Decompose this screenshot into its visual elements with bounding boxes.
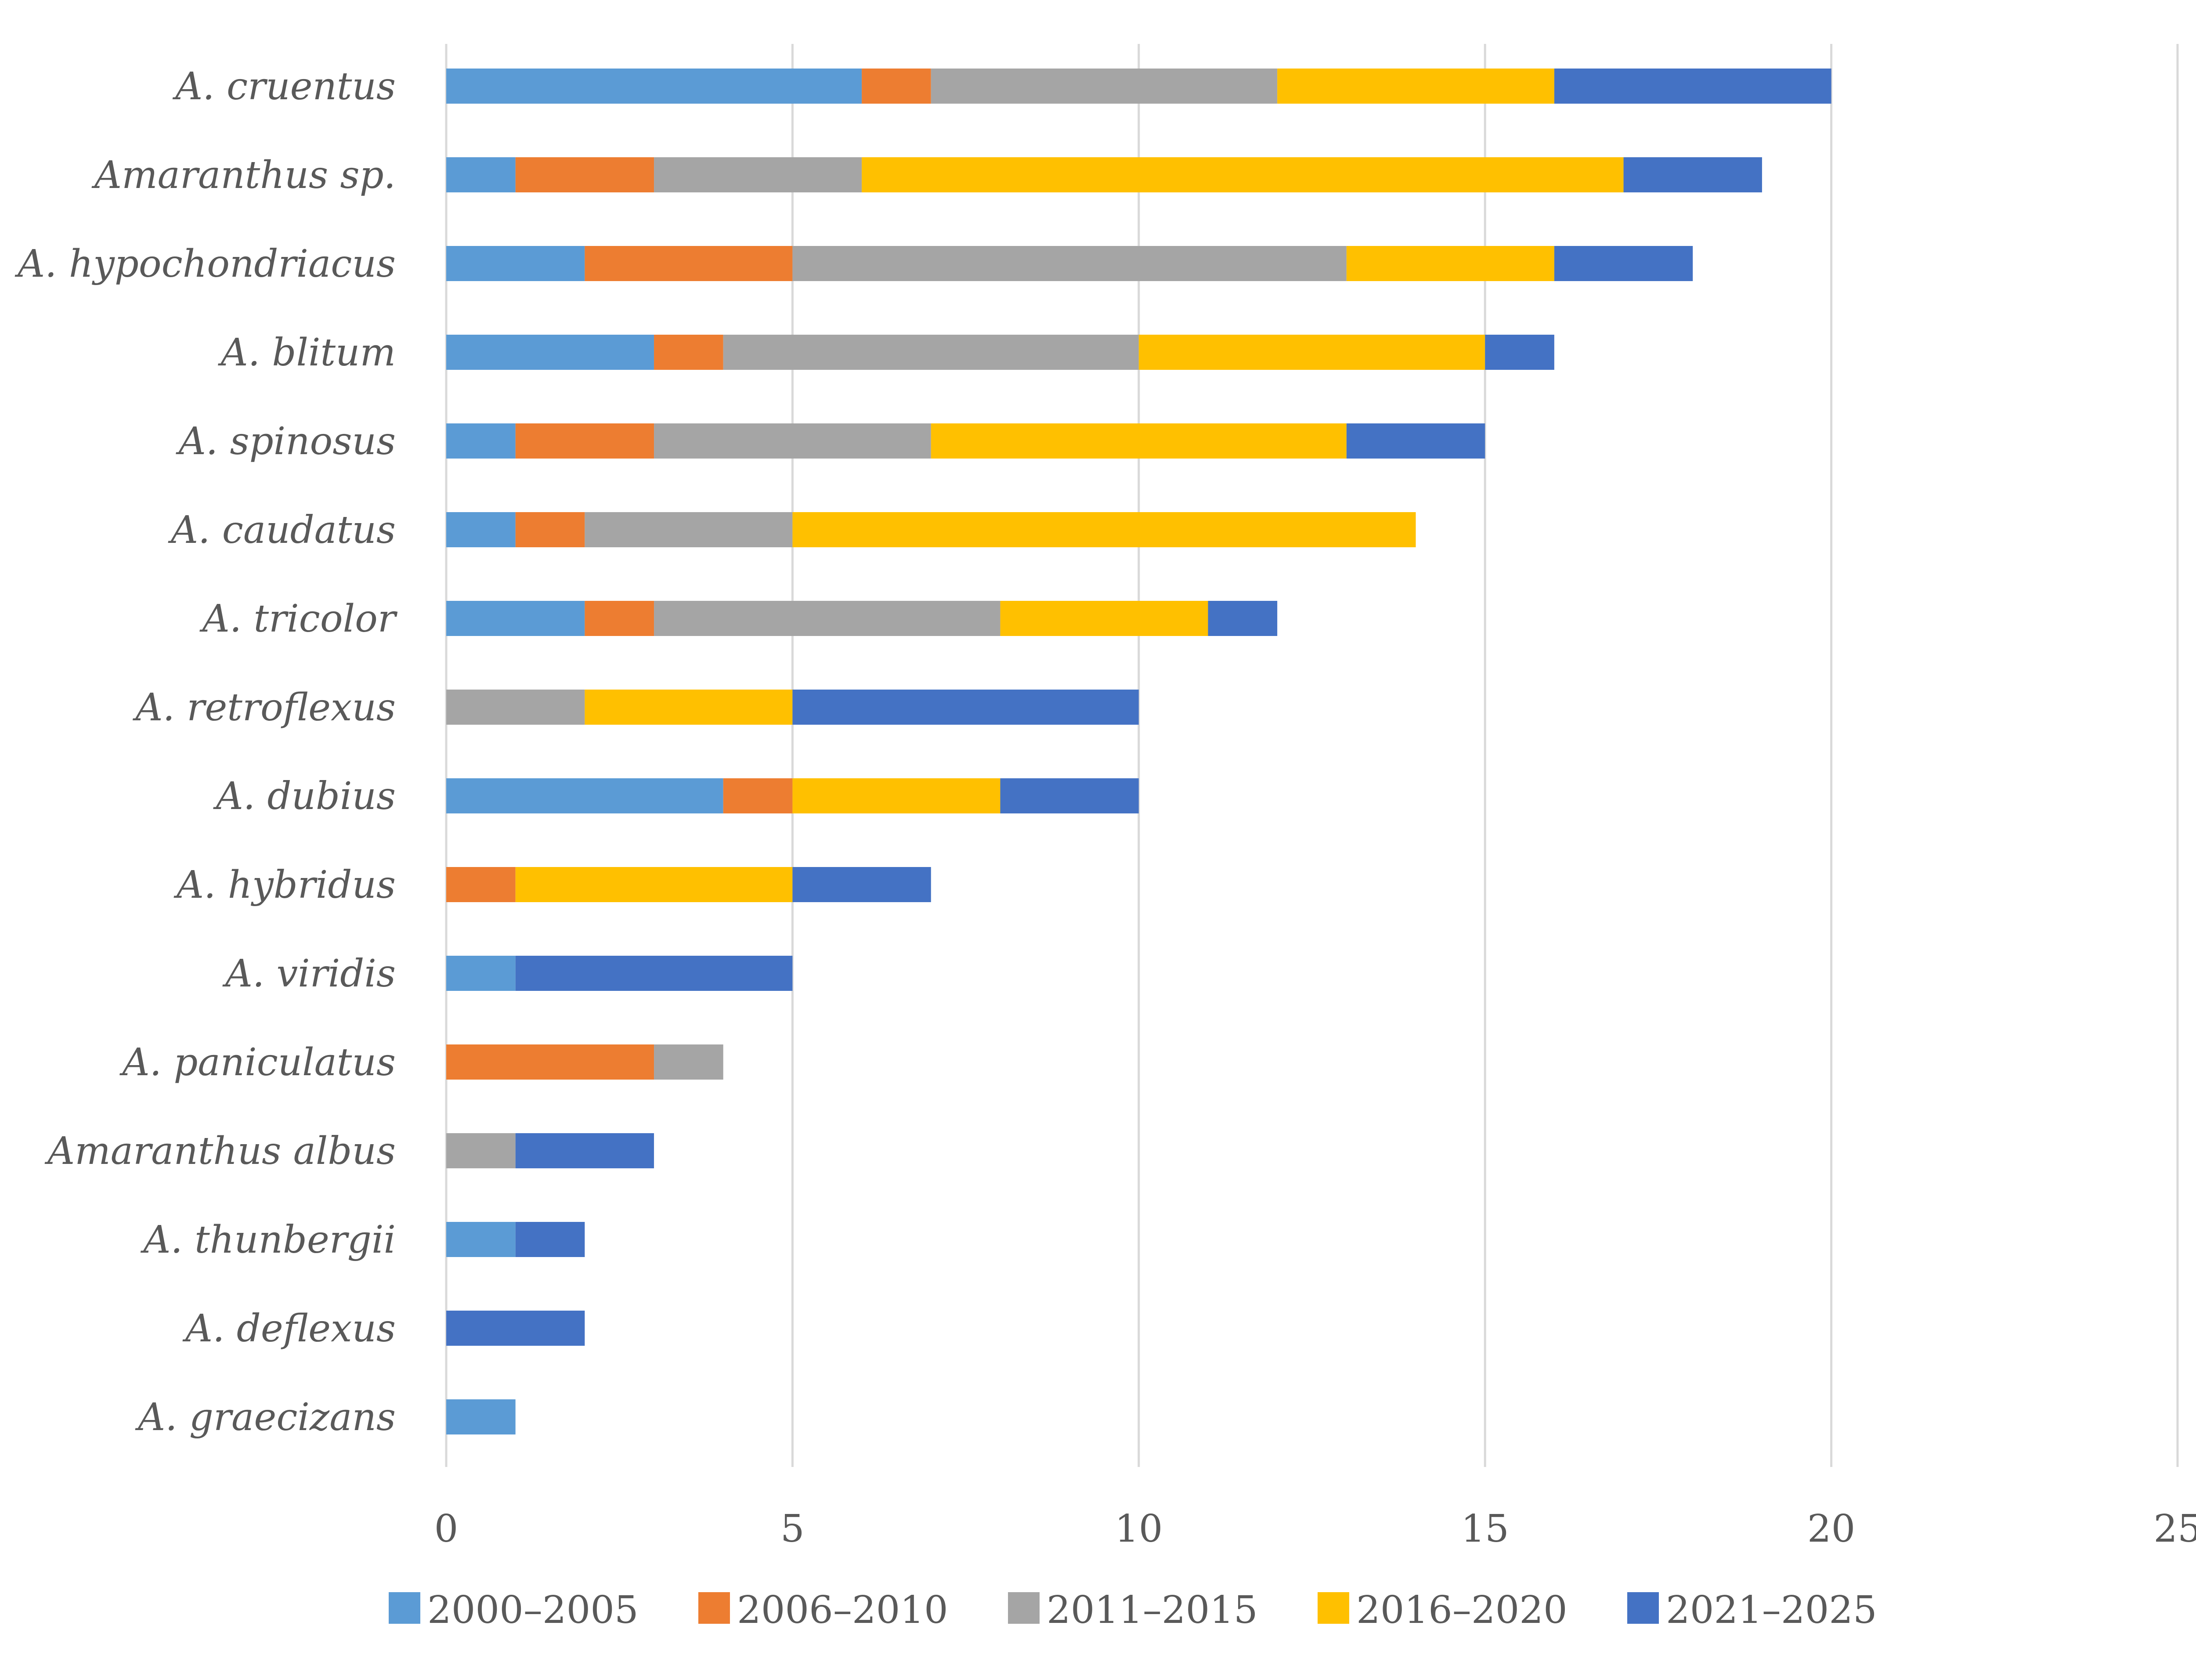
category-label: A. spinosus [176,419,396,463]
bar-segment [723,778,793,813]
x-tick-label-20: 20 [1807,1507,1855,1551]
bar-segment [585,690,793,725]
category-label: A. retroflexus [132,686,396,730]
legend-swatch [1627,1592,1659,1624]
category-label: Amaranthus sp. [91,153,396,197]
bar-segment [654,601,1000,636]
legend-swatch [698,1592,730,1624]
x-tick-label-25: 25 [2153,1507,2196,1551]
bar-segment [446,867,516,902]
bar-segment [792,778,1000,813]
x-tick-label-5: 5 [780,1507,805,1551]
category-label: A. thunbergii [140,1218,396,1262]
bar-segment [654,157,862,192]
category-label: A. viridis [222,952,396,996]
legend: 2000–2005 2006–2010 2011–2015 2016–2020 2021… [389,1588,1877,1632]
category-label: A. caudatus [168,508,396,552]
legend-swatch [389,1592,420,1624]
bar-segment [446,1133,516,1168]
legend-swatch [1318,1592,1349,1624]
bar-segment [1346,246,1554,281]
x-axis-tick-labels: 0 5 10 15 20 25 [434,1507,2196,1551]
category-label: A. blitum [218,331,396,375]
bar-segment [1554,246,1693,281]
bar-segment [1208,601,1278,636]
bar-segment [515,423,654,459]
bar-segment [446,690,585,725]
bar-segment [1346,423,1485,459]
bar-segment [862,69,931,104]
category-label: A. hypochondriacus [14,242,396,286]
bar-segment [723,335,1139,370]
bar-segment [446,1311,585,1346]
bar-segment [792,246,1347,281]
bar-segment [585,246,793,281]
bar-segment [446,956,516,991]
bar-segment [446,1044,654,1080]
bar-segment [585,512,793,547]
bar-segment [446,512,516,547]
category-label: A. cruentus [172,65,396,108]
legend-swatch [1008,1592,1040,1624]
bar-segment [515,956,793,991]
bar-segment [654,335,723,370]
bar-segment [1000,778,1139,813]
bar-segment [862,157,1624,192]
bar-segment [931,423,1347,459]
bar-segment [446,335,654,370]
legend-label: 2006–2010 [737,1588,948,1632]
category-label: A. deflexus [182,1307,396,1351]
bar-segment [446,246,585,281]
bar-segment [1554,69,1831,104]
bar-segment [515,157,654,192]
x-tick-label-10: 10 [1115,1507,1163,1551]
legend-label: 2016–2020 [1356,1588,1568,1632]
bar-segment [446,778,723,813]
x-tick-label-15: 15 [1461,1507,1509,1551]
category-label: A. graecizans [135,1395,396,1439]
bar-segment [792,690,1139,725]
bar-segment [446,157,516,192]
bar-segment [446,1399,516,1434]
bar-segment [931,69,1278,104]
category-label: A. tricolor [199,597,398,641]
bar-segment [654,1044,723,1080]
bar-segment [446,423,516,459]
bar-segment [1138,335,1485,370]
legend-label: 2021–2025 [1666,1588,1877,1632]
bar-segment [585,601,654,636]
bar-segment [515,1133,654,1168]
x-tick-label-0: 0 [434,1507,459,1551]
legend-label: 2000–2005 [427,1588,639,1632]
bar-segment [446,1222,516,1257]
bar-segment [1000,601,1208,636]
category-label: A. paniculatus [119,1041,396,1084]
category-label: A. hybridus [173,863,396,907]
bar-segment [1623,157,1762,192]
bar-segment [654,423,931,459]
bar-segment [792,512,1416,547]
bar-segment [515,867,793,902]
category-labels: A. cruentus Amaranthus sp. A. hypochondria… [14,65,398,1439]
category-label: A. dubius [213,774,396,818]
bar-segment [515,512,585,547]
bar-segment [446,69,862,104]
bar-segment [515,1222,585,1257]
bar-segment [792,867,931,902]
legend-label: 2011–2015 [1047,1588,1258,1632]
bar-segment [1277,69,1554,104]
bar-segment [1485,335,1554,370]
bars [446,69,1831,1434]
category-label: Amaranthus albus [44,1129,396,1173]
bar-segment [446,601,585,636]
